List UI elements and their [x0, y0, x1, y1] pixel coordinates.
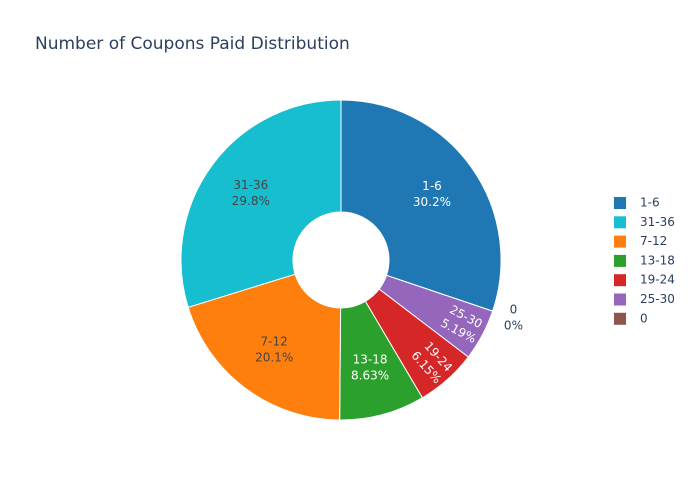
slice: [187, 273, 342, 421]
legend-swatch: [614, 197, 626, 209]
slice: [340, 99, 502, 312]
chart-title: Number of Coupons Paid Distribution: [35, 34, 350, 54]
slice-label: 31-36 29.8%: [232, 178, 270, 208]
slice-value: 20.1%: [255, 350, 293, 364]
slice-value: 29.8%: [232, 194, 270, 208]
legend-label: 31-36: [640, 215, 675, 229]
slice-label: 00%: [504, 303, 523, 333]
slice-category: 0: [510, 303, 518, 317]
legend-label: 0: [640, 311, 648, 325]
legend-swatch: [614, 274, 626, 287]
slice-category: 13-18: [353, 353, 388, 367]
slice-category: 7-12: [261, 334, 288, 348]
legend-swatch: [614, 293, 626, 306]
legend-swatch: [614, 254, 626, 267]
legend-swatch: [614, 235, 626, 248]
slice-value: 8.63%: [351, 369, 389, 383]
slice-value: 0%: [504, 319, 523, 333]
legend-label: 25-30: [640, 292, 675, 306]
slice-label: 1-6 30.2%: [413, 179, 451, 209]
slice-value: 30.2%: [413, 195, 451, 209]
slice-label: 13-18 8.63%: [351, 353, 389, 383]
legend-label: 1-6: [640, 196, 660, 210]
legend-label: 19-24: [640, 273, 675, 287]
legend-label: 7-12: [640, 234, 667, 248]
legend-label: 13-18: [640, 253, 675, 267]
legend-swatch: [614, 312, 626, 325]
slice-label: 7-12 20.1%: [255, 334, 293, 364]
legend-swatch: [614, 216, 626, 229]
slice-category: 31-36: [233, 178, 268, 192]
slice: [180, 99, 342, 308]
slice-category: 1-6: [422, 179, 442, 193]
